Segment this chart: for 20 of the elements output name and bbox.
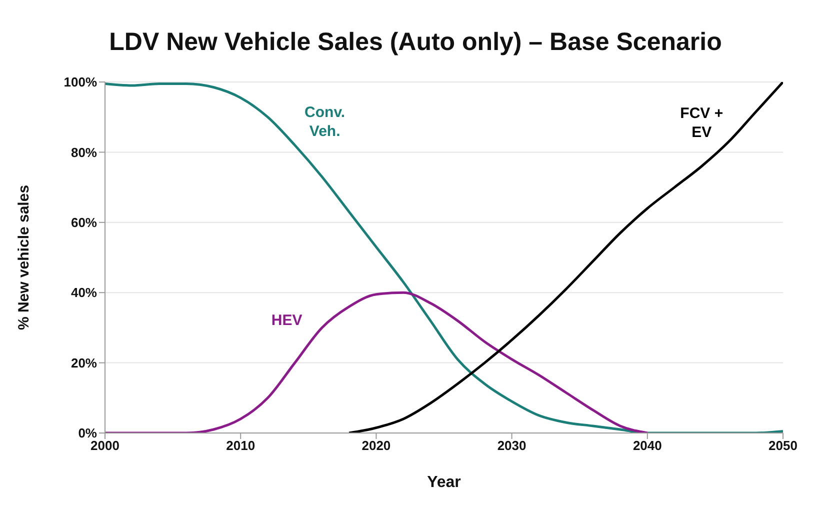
x-tick-label: 2040 (632, 438, 662, 454)
series-label: HEV (271, 312, 302, 329)
x-tick-label: 2000 (90, 438, 120, 454)
series-label: Conv. Veh. (304, 104, 346, 140)
y-tick-label: 20% (70, 355, 98, 370)
x-tick-label: 2050 (768, 438, 798, 454)
x-tick-label: 2030 (497, 438, 526, 454)
x-tick-label: 2010 (226, 438, 256, 454)
x-axis-title: Year (427, 474, 461, 491)
y-axis-title: % New vehicle sales (15, 184, 32, 330)
y-tick-label: 0% (78, 426, 98, 441)
line-series (105, 291, 649, 433)
series-label: FCV + EV (680, 105, 724, 142)
line-series (348, 82, 783, 433)
x-tick-label: 2020 (362, 438, 391, 454)
y-tick-label: 100% (64, 74, 98, 90)
y-tick-label: 80% (70, 144, 98, 160)
y-tick-label: 60% (70, 215, 98, 230)
y-tick-label: 40% (70, 285, 98, 300)
chart-title: LDV New Vehicle Sales (Auto only) – Base Scenario (108, 28, 723, 57)
